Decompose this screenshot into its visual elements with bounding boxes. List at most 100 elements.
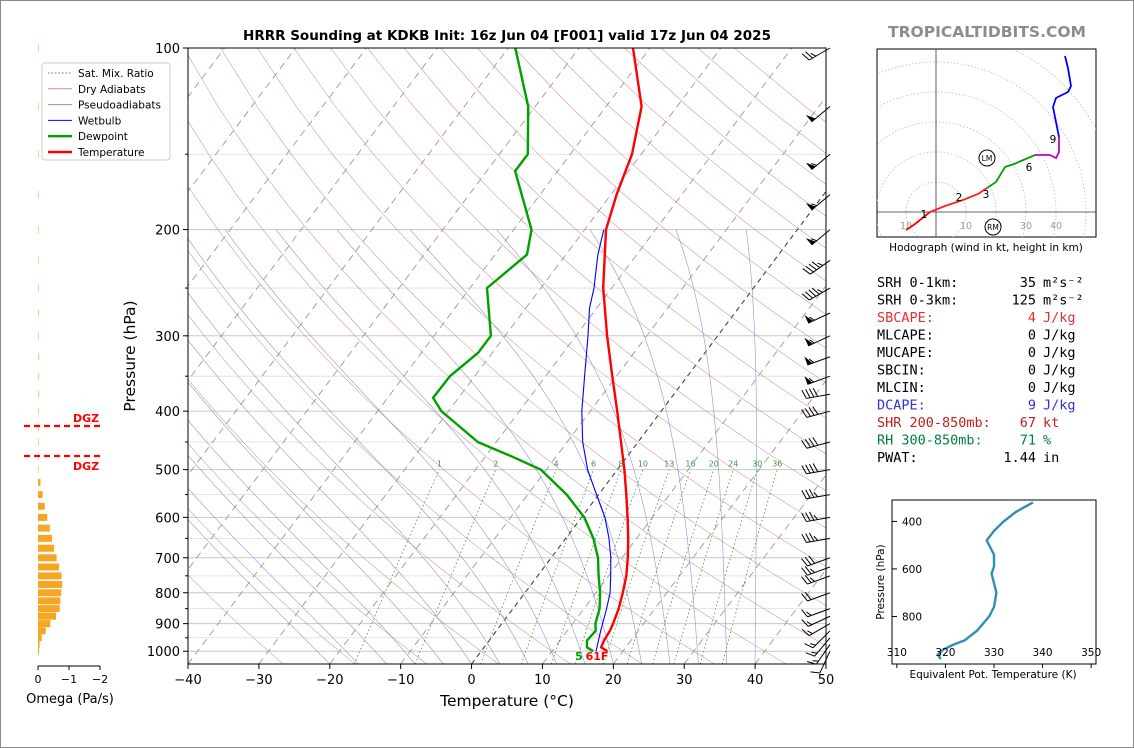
dry-adiabat	[188, 378, 499, 664]
dry-adiabat	[403, 48, 826, 419]
wind-barb	[801, 615, 831, 627]
mixing-ratio-label: 36	[772, 460, 782, 469]
mixing-ratio-line	[699, 469, 758, 664]
wind-barb	[801, 591, 831, 602]
x-axis-label: Temperature (°C)	[439, 692, 574, 710]
mixing-ratio-line	[480, 469, 557, 664]
index-label: MLCIN:	[877, 380, 926, 396]
index-row: SBCIN: 0 J/kg	[877, 363, 1076, 379]
moist-adiabat	[188, 339, 472, 664]
isotherm--30	[258, 48, 722, 664]
dry-adiabat	[188, 185, 715, 664]
moist-adiabat	[188, 419, 416, 664]
index-unit: J/kg	[1043, 345, 1076, 361]
omega-bar	[38, 589, 62, 597]
omega-bar	[38, 491, 43, 499]
hodo-segment	[905, 211, 931, 231]
index-unit: %	[1043, 433, 1051, 449]
index-value: 35	[1020, 275, 1036, 291]
mixing-ratio-label: 10	[638, 460, 648, 469]
index-unit: m²s⁻²	[1043, 275, 1084, 291]
index-label: MLCAPE:	[877, 328, 934, 344]
omega-bar	[38, 191, 39, 199]
index-row: SRH 0-1km: 35 m²s⁻²	[877, 275, 1084, 291]
index-value: 125	[1012, 293, 1036, 309]
wind-barb	[801, 608, 831, 618]
hodo-height-label: 6	[1026, 162, 1033, 174]
mixing-ratio-line	[414, 469, 497, 664]
omega-bar	[38, 524, 50, 532]
omega-bar	[38, 438, 39, 446]
theta-y-tick-label: 800	[902, 611, 922, 623]
theta-y-tick-label: 600	[902, 564, 922, 576]
wind-barb	[805, 229, 831, 246]
index-value: 0	[1028, 363, 1036, 379]
isotherm--80	[188, 48, 367, 287]
mixing-ratio-label: 24	[728, 460, 738, 469]
wind-barb	[801, 566, 831, 576]
x-tick-label: −40	[174, 673, 201, 688]
wind-barb	[805, 637, 831, 657]
dry-adiabat	[330, 48, 826, 491]
dry-adiabat	[513, 48, 826, 315]
index-row: SHR 200-850mb: 67 kt	[877, 415, 1059, 431]
index-value: 4	[1028, 310, 1036, 326]
mixing-ratio-label: 8	[619, 460, 624, 469]
storm-motion-label: LM	[982, 154, 993, 163]
omega-tick-label: −1	[61, 673, 77, 686]
y-tick-label: 400	[155, 405, 180, 420]
storm-motion-marker	[978, 149, 996, 167]
index-row: MLCIN: 0 J/kg	[877, 380, 1076, 396]
omega-bar	[38, 647, 39, 655]
index-label: SRH 0-1km:	[877, 275, 958, 291]
y-tick-label: 800	[155, 587, 180, 602]
omega-bar	[38, 353, 40, 361]
hodo-height-label: 3	[983, 189, 990, 201]
wind-barb	[805, 153, 831, 171]
omega-bar	[38, 597, 61, 605]
index-unit: J/kg	[1043, 398, 1076, 414]
index-row: DCAPE: 9 J/kg	[877, 398, 1076, 414]
index-label: MUCAPE:	[877, 345, 934, 361]
storm-motion-label: RM	[987, 223, 999, 232]
temperature-profile	[599, 48, 643, 653]
index-value: 67	[1020, 415, 1036, 431]
isotherm--70	[188, 48, 438, 382]
index-value: 0	[1028, 328, 1036, 344]
hodo-segment	[929, 187, 988, 213]
y-tick-label: 500	[155, 464, 180, 479]
wind-barb	[801, 387, 831, 399]
mixing-ratio-line	[652, 469, 715, 664]
dry-adiabat	[367, 48, 826, 455]
index-value: 1.44	[1003, 450, 1036, 466]
wind-barb	[804, 356, 831, 366]
mixing-ratio-label: 1	[437, 460, 442, 469]
mixing-ratio-line	[673, 469, 734, 664]
omega-bar	[38, 407, 39, 415]
hodo-height-label: 1	[921, 209, 928, 221]
index-label: SBCIN:	[877, 363, 926, 379]
index-label: SHR 200-850mb:	[877, 415, 991, 431]
omega-bar	[38, 150, 39, 158]
omega-bar	[38, 44, 39, 52]
wind-barbs	[801, 47, 831, 674]
dry-adiabat	[188, 54, 826, 647]
omega-bar	[38, 332, 39, 340]
omega-bar	[38, 284, 39, 292]
omega-bar	[38, 256, 39, 264]
isotherm--20	[329, 48, 793, 664]
omega-bar	[38, 634, 42, 642]
omega-bar	[38, 563, 60, 571]
index-unit: m²s⁻²	[1043, 293, 1084, 309]
mixing-ratio-line	[603, 469, 670, 664]
moist-adiabat	[224, 229, 557, 664]
hodo-height-label: 9	[1050, 134, 1057, 146]
index-label: SRH 0-3km:	[877, 293, 958, 309]
hodo-segment	[1052, 55, 1072, 138]
dewpoint-profile	[431, 48, 602, 653]
isotherm--90	[188, 48, 296, 193]
y-tick-label: 300	[155, 330, 180, 345]
index-label: DCAPE:	[877, 398, 926, 414]
wetbulb-profile	[581, 229, 612, 652]
wind-barb	[804, 630, 831, 649]
